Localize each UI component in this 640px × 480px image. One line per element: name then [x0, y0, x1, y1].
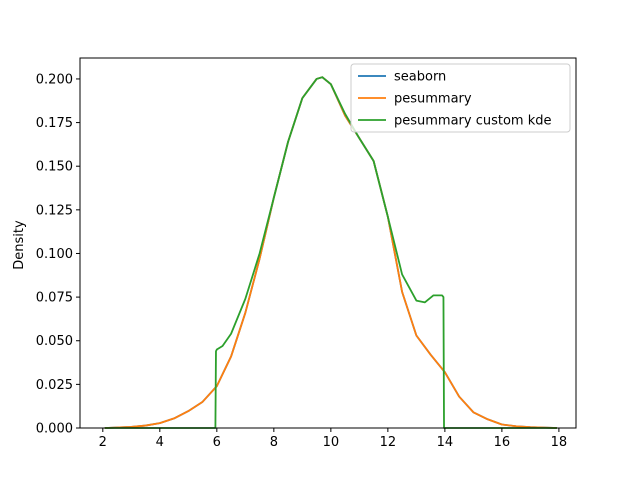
y-tick-label: 0.050 [36, 334, 73, 349]
legend: seaborn pesummary pesummary custom kde [350, 63, 571, 133]
x-tick-label: 12 [380, 435, 397, 450]
legend-box [350, 63, 571, 133]
y-tick-label: 0.175 [36, 116, 73, 131]
legend-label: pesummary [394, 92, 472, 107]
x-tick-label: 6 [213, 435, 221, 450]
x-tick-label: 8 [270, 435, 278, 450]
y-tick-label: 0.025 [36, 378, 73, 393]
x-tick-label: 10 [323, 435, 340, 450]
series-layer [104, 76, 557, 429]
y-tick-label: 0.000 [36, 422, 73, 437]
y-tick-label: 0.075 [36, 291, 73, 306]
x-tick-label: 14 [437, 435, 454, 450]
y-tick-label: 0.100 [36, 247, 73, 262]
legend-label: pesummary custom kde [394, 114, 552, 129]
legend-label: seaborn [394, 70, 446, 85]
y-axis-label: Density [12, 220, 27, 270]
axes-layer: 2 4 6 8 10 12 14 16 18 0.000 0.025 0.050 0.075 0.100 0… [36, 57, 577, 450]
y-tick-label: 0.150 [36, 160, 73, 175]
y-tick-label: 0.125 [36, 203, 73, 218]
x-tick-label: 16 [494, 435, 511, 450]
x-tick-label: 4 [156, 435, 164, 450]
x-tick-label: 2 [99, 435, 107, 450]
series-line-2 [104, 76, 557, 429]
axes-frame [79, 57, 577, 429]
x-tick-label: 18 [551, 435, 568, 450]
y-tick-label: 0.200 [36, 72, 73, 87]
